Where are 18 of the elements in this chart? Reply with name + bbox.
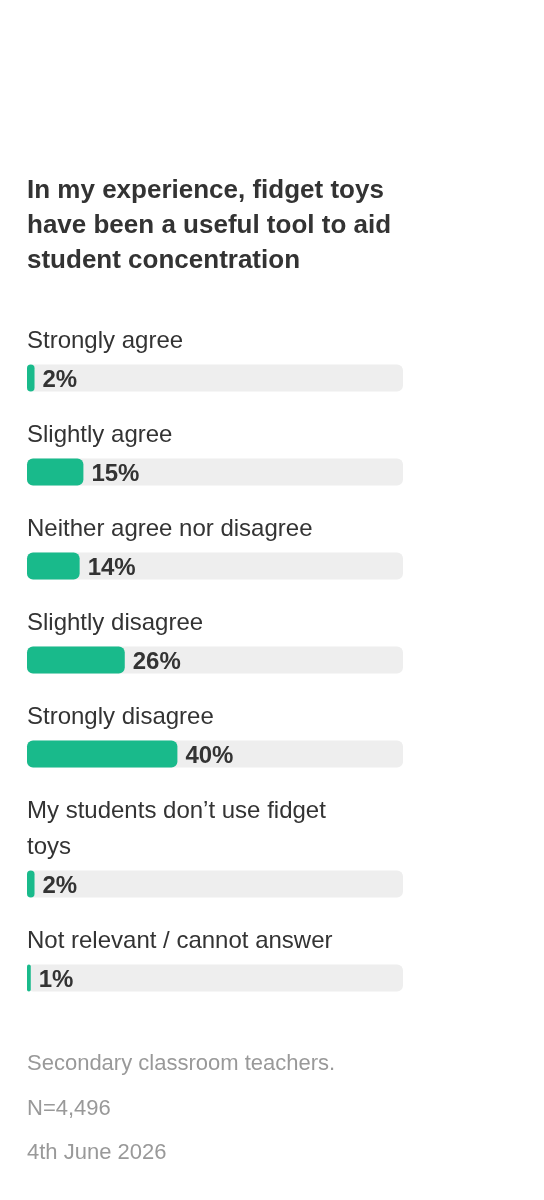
text: N=4,496 bbox=[27, 1094, 111, 1120]
data-label: 14% bbox=[87, 553, 136, 580]
data-label: 15% bbox=[91, 459, 140, 486]
chart-title: In my experience, fidget toys have been a useful tool to aid student concentration bbox=[27, 174, 392, 274]
text: 4th June 2026 bbox=[27, 1139, 167, 1164]
data-label: 26% bbox=[132, 647, 181, 674]
y-tick-label: Not relevant / cannot answer bbox=[27, 926, 333, 953]
y-tick-label: Neither agree nor disagree bbox=[27, 514, 313, 541]
y-tick-label: My students don’t use fidget toys bbox=[27, 796, 327, 859]
y-tick-label: Slightly disagree bbox=[27, 608, 204, 635]
data-label: 2% bbox=[42, 365, 78, 392]
text: Secondary classroom teachers. bbox=[27, 1050, 336, 1075]
y-tick-label: Slightly agree bbox=[27, 420, 173, 447]
data-label: 1% bbox=[38, 965, 74, 992]
y-tick-label: Strongly disagree bbox=[27, 702, 214, 729]
y-tick-label: Strongly agree bbox=[27, 326, 184, 353]
data-label: 2% bbox=[42, 871, 78, 898]
data-label: 40% bbox=[185, 741, 234, 768]
